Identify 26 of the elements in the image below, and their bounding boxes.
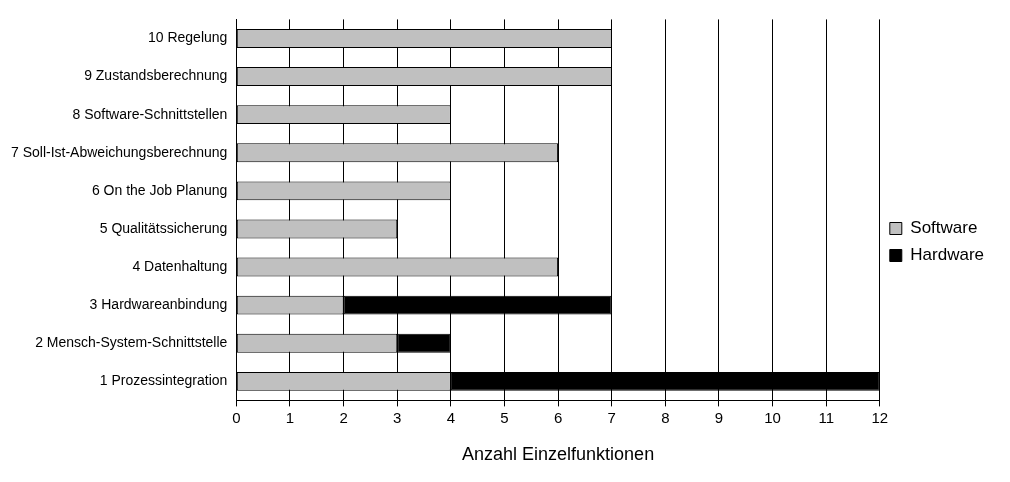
x-tick-label: 2 (339, 408, 348, 426)
y-tick-label: 4 Datenhaltung (132, 257, 228, 274)
legend-label: Software (910, 218, 978, 238)
y-tick-label: 8 Software-Schnittstellen (72, 105, 228, 122)
x-axis-title: Anzahl Einzelfunktionen (462, 444, 655, 465)
y-tick-label: 6 On the Job Planung (91, 181, 228, 198)
y-tick-label: 3 Hardwareanbindung (89, 296, 228, 313)
y-tick-label: 2 Mensch-System-Schnittstelle (35, 334, 228, 351)
y-tick-label: 10 Regelung (147, 29, 228, 46)
legend-label: Hardware (910, 245, 985, 265)
x-tick-label: 9 (714, 408, 724, 426)
x-tick-label: 4 (446, 408, 456, 426)
y-tick-label: 9 Zustandsberechnung (84, 67, 228, 84)
y-tick-label: 1 Prozessintegration (99, 372, 228, 389)
x-tick-label: 6 (553, 408, 563, 426)
x-tick-label: 8 (661, 408, 670, 426)
x-tick-label: 12 (871, 408, 889, 426)
x-tick-label: 0 (232, 408, 241, 426)
y-tick-label: 5 Qualitätssicherung (99, 219, 228, 236)
x-tick-label: 7 (607, 408, 616, 426)
y-tick-label: 7 Soll-Ist-Abweichungsberechnung (10, 143, 228, 160)
x-tick-label: 5 (500, 408, 509, 426)
x-tick-label: 10 (764, 408, 781, 426)
x-tick-label: 1 (285, 408, 295, 426)
x-tick-label: 11 (818, 408, 834, 426)
x-tick-label: 3 (393, 408, 402, 426)
